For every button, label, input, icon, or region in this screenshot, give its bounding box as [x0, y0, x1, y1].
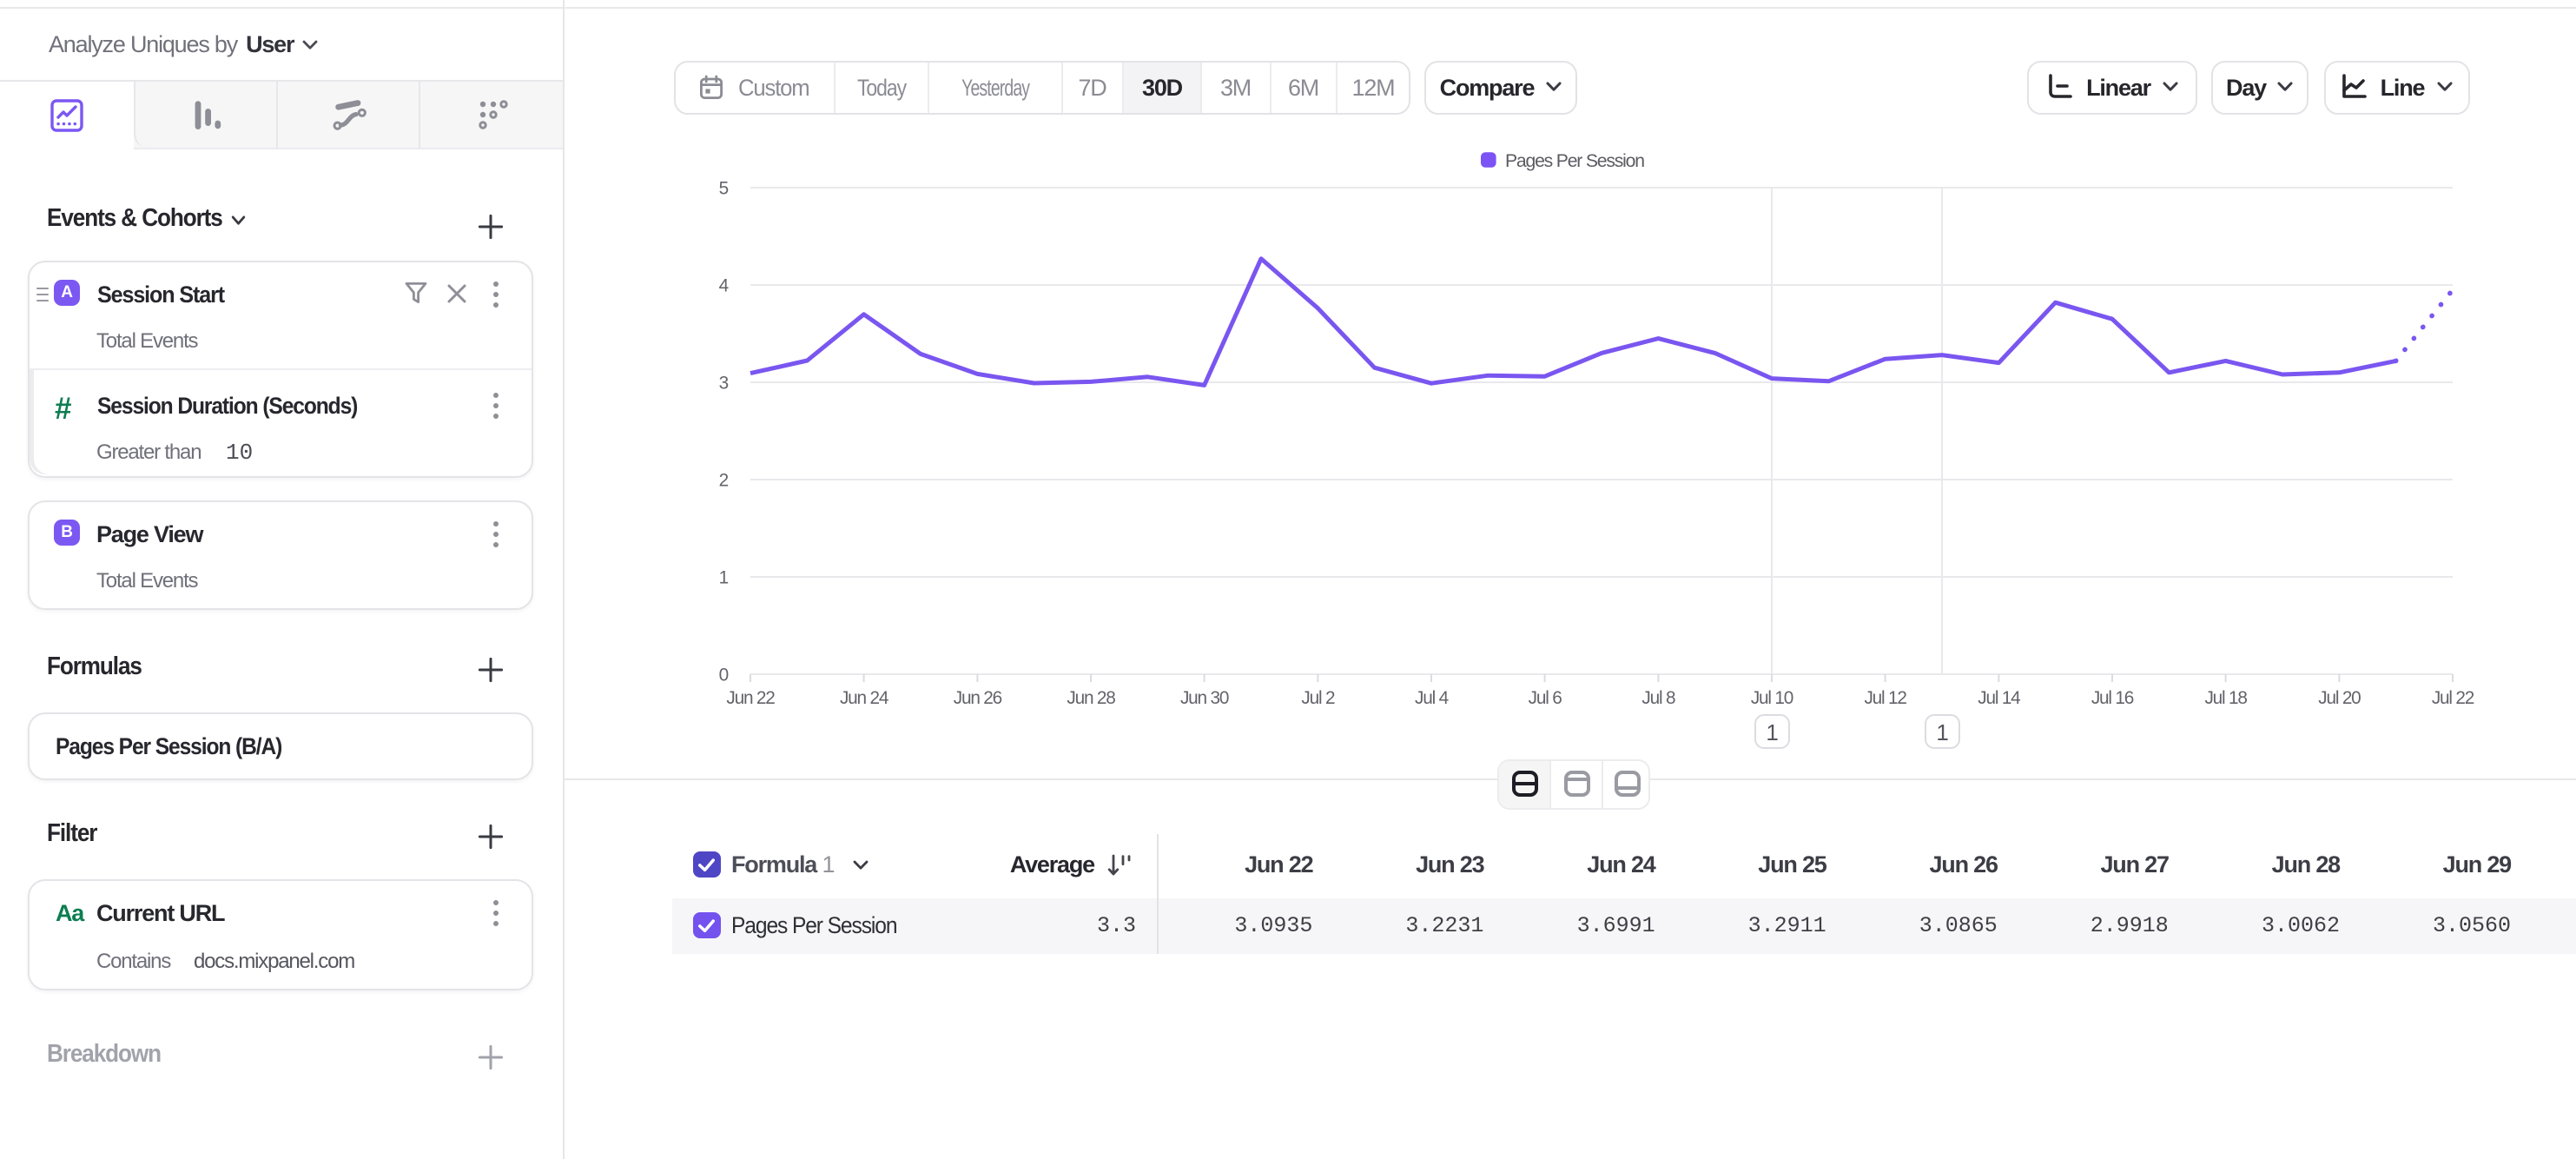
svg-text:Jun 26: Jun 26: [954, 688, 1002, 708]
svg-text:Jul 4: Jul 4: [1415, 688, 1449, 708]
svg-text:Jul 8: Jul 8: [1641, 688, 1675, 708]
svg-text:Pages Per Session: Pages Per Session: [1505, 151, 1644, 171]
svg-text:Jul 10: Jul 10: [1751, 688, 1793, 708]
svg-text:Jul 18: Jul 18: [2204, 688, 2247, 708]
svg-text:Jul 14: Jul 14: [1978, 688, 2020, 708]
svg-text:Jul 20: Jul 20: [2318, 688, 2361, 708]
svg-text:Jul 16: Jul 16: [2091, 688, 2134, 708]
svg-text:5: 5: [719, 178, 729, 198]
svg-text:Jul 6: Jul 6: [1529, 688, 1562, 708]
svg-text:Jul 2: Jul 2: [1301, 688, 1335, 708]
svg-text:Jun 28: Jun 28: [1067, 688, 1115, 708]
svg-text:4: 4: [719, 275, 729, 295]
svg-text:1: 1: [1936, 719, 1948, 745]
svg-text:3: 3: [719, 373, 729, 393]
svg-text:Jun 24: Jun 24: [840, 688, 888, 708]
svg-text:Jul 12: Jul 12: [1864, 688, 1906, 708]
svg-text:0: 0: [719, 665, 729, 685]
svg-text:1: 1: [719, 567, 729, 587]
svg-text:Jun 22: Jun 22: [726, 688, 775, 708]
svg-text:Jul 22: Jul 22: [2432, 688, 2474, 708]
svg-text:1: 1: [1766, 719, 1778, 745]
svg-text:Jun 30: Jun 30: [1180, 688, 1229, 708]
svg-text:2: 2: [719, 470, 729, 490]
